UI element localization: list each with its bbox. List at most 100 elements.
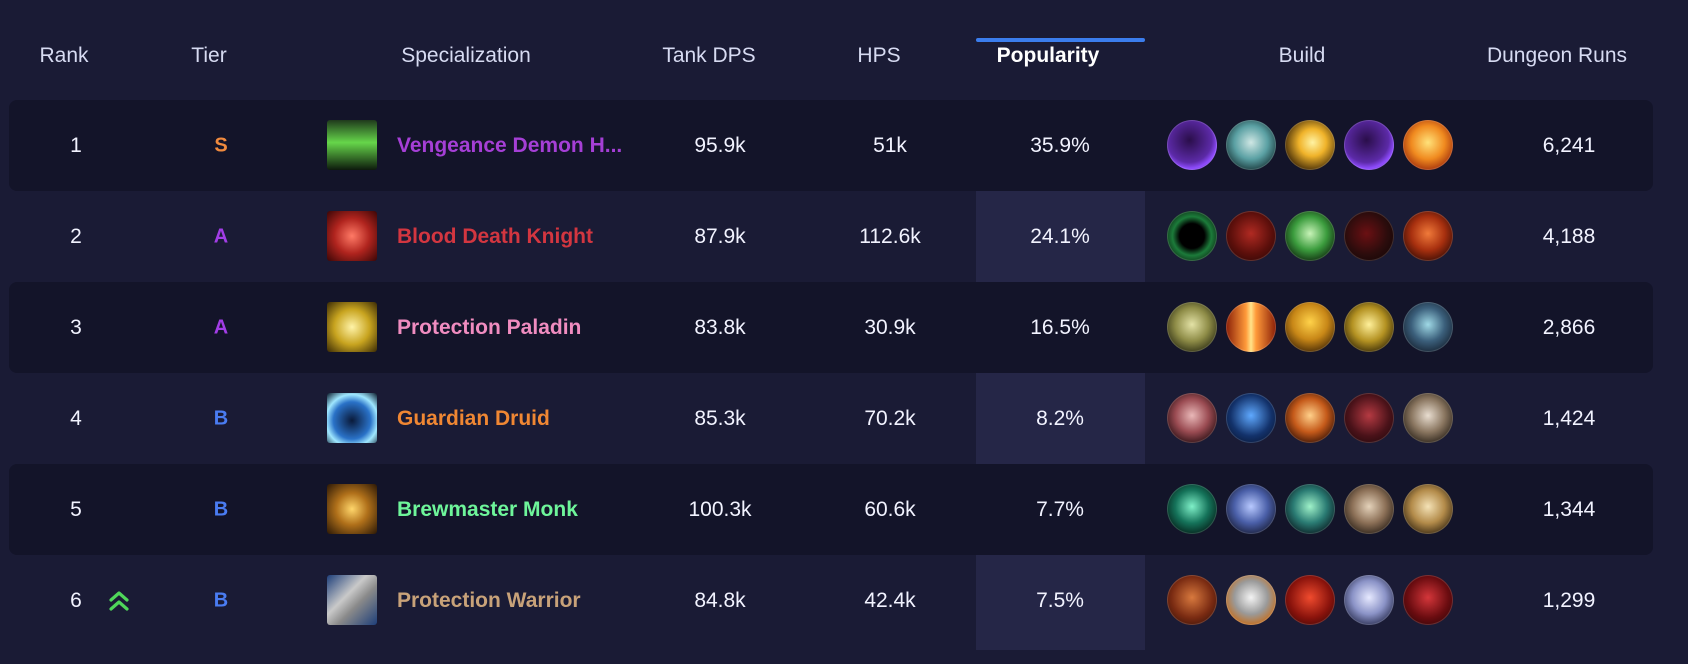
- rank-value: 3: [70, 315, 82, 339]
- spec-name-link[interactable]: Protection Paladin: [397, 315, 582, 339]
- popularity-value: 7.7%: [1036, 497, 1084, 521]
- col-header-build[interactable]: Build: [1278, 44, 1326, 67]
- popularity-value: 24.1%: [1030, 224, 1090, 248]
- tank-dps-value: 83.8k: [694, 315, 746, 339]
- build-talents: [1167, 393, 1453, 445]
- talent-icon[interactable]: [1167, 120, 1217, 170]
- table-row[interactable]: 6 B Protection Warrior 84.8k 42.4k 7.5% …: [9, 555, 1653, 646]
- col-header-tier[interactable]: Tier: [191, 44, 227, 67]
- build-talents: [1167, 120, 1453, 172]
- col-header-specialization[interactable]: Specialization: [401, 44, 531, 67]
- tier-value: A: [213, 316, 229, 338]
- hps-value: 51k: [873, 133, 907, 157]
- talent-icon[interactable]: [1226, 484, 1276, 534]
- col-header-dungeon-runs[interactable]: Dungeon Runs: [1486, 44, 1628, 67]
- blood-death-knight-icon[interactable]: [327, 211, 377, 261]
- talent-icon[interactable]: [1167, 302, 1217, 352]
- dungeon-runs-value: 1,299: [1542, 588, 1596, 612]
- tank-dps-value: 84.8k: [694, 588, 746, 612]
- hps-value: 60.6k: [864, 497, 916, 521]
- tank-dps-value: 100.3k: [688, 497, 752, 521]
- protection-warrior-icon[interactable]: [327, 575, 377, 625]
- hps-value: 42.4k: [864, 588, 916, 612]
- table-row[interactable]: 4 B Guardian Druid 85.3k 70.2k 8.2% 1,42…: [9, 373, 1653, 464]
- popularity-value: 16.5%: [1030, 315, 1090, 339]
- talent-icon[interactable]: [1344, 393, 1394, 443]
- talent-icon[interactable]: [1167, 575, 1217, 625]
- col-header-tank-dps[interactable]: Tank DPS: [662, 44, 756, 67]
- protection-paladin-icon[interactable]: [327, 302, 377, 352]
- rank-value: 1: [70, 133, 82, 157]
- guardian-druid-icon[interactable]: [327, 393, 377, 443]
- dungeon-runs-value: 1,424: [1542, 406, 1596, 430]
- col-header-popularity[interactable]: Popularity: [996, 44, 1100, 67]
- tank-dps-value: 87.9k: [694, 224, 746, 248]
- talent-icon[interactable]: [1285, 484, 1335, 534]
- talent-icon[interactable]: [1344, 302, 1394, 352]
- tier-value: S: [214, 134, 228, 156]
- build-talents: [1167, 484, 1453, 536]
- spec-name-link[interactable]: Protection Warrior: [397, 588, 581, 612]
- talent-icon[interactable]: [1285, 211, 1335, 261]
- talent-icon[interactable]: [1167, 211, 1217, 261]
- talent-icon[interactable]: [1403, 120, 1453, 170]
- dungeon-runs-value: 4,188: [1542, 224, 1596, 248]
- table-row[interactable]: 2 A Blood Death Knight 87.9k 112.6k 24.1…: [9, 191, 1653, 282]
- talent-icon[interactable]: [1344, 211, 1394, 261]
- spec-name-link[interactable]: Guardian Druid: [397, 406, 550, 430]
- hps-value: 70.2k: [864, 406, 916, 430]
- col-header-hps[interactable]: HPS: [857, 44, 901, 67]
- talent-icon[interactable]: [1285, 302, 1335, 352]
- talent-icon[interactable]: [1285, 575, 1335, 625]
- dungeon-runs-value: 1,344: [1542, 497, 1596, 521]
- tank-dps-value: 85.3k: [694, 406, 746, 430]
- table-row[interactable]: 1 S Vengeance Demon H... 95.9k 51k 35.9%…: [9, 100, 1653, 191]
- rank-value: 6: [70, 588, 82, 612]
- talent-icon[interactable]: [1167, 393, 1217, 443]
- talent-icon[interactable]: [1403, 484, 1453, 534]
- talent-icon[interactable]: [1403, 211, 1453, 261]
- rank-up-icon: [109, 590, 129, 611]
- talent-icon[interactable]: [1403, 302, 1453, 352]
- spec-name-link[interactable]: Brewmaster Monk: [397, 497, 578, 521]
- popularity-column-highlight: [976, 100, 1145, 650]
- dungeon-runs-value: 6,241: [1542, 133, 1596, 157]
- talent-icon[interactable]: [1226, 120, 1276, 170]
- table-row[interactable]: 3 A Protection Paladin 83.8k 30.9k 16.5%…: [9, 282, 1653, 373]
- talent-icon[interactable]: [1167, 484, 1217, 534]
- brewmaster-monk-icon[interactable]: [327, 484, 377, 534]
- build-talents: [1167, 211, 1453, 263]
- sort-indicator: [976, 38, 1145, 42]
- rank-value: 5: [70, 497, 82, 521]
- talent-icon[interactable]: [1226, 575, 1276, 625]
- talent-icon[interactable]: [1226, 211, 1276, 261]
- rank-value: 4: [70, 406, 82, 430]
- col-header-rank[interactable]: Rank: [39, 44, 89, 67]
- spec-name-link[interactable]: Vengeance Demon H...: [397, 133, 623, 157]
- table-header: Rank Tier Specialization Tank DPS HPS Po…: [0, 0, 1688, 100]
- popularity-value: 35.9%: [1030, 133, 1090, 157]
- tier-value: B: [213, 589, 229, 611]
- talent-icon[interactable]: [1403, 393, 1453, 443]
- table-row[interactable]: 5 B Brewmaster Monk 100.3k 60.6k 7.7% 1,…: [9, 464, 1653, 555]
- talent-icon[interactable]: [1344, 484, 1394, 534]
- talent-icon[interactable]: [1226, 302, 1276, 352]
- popularity-value: 8.2%: [1036, 406, 1084, 430]
- talent-icon[interactable]: [1344, 120, 1394, 170]
- vengeance-demon-hunter-icon[interactable]: [327, 120, 377, 170]
- build-talents: [1167, 302, 1453, 354]
- talent-icon[interactable]: [1344, 575, 1394, 625]
- spec-name-link[interactable]: Blood Death Knight: [397, 224, 593, 248]
- talent-icon[interactable]: [1285, 120, 1335, 170]
- build-talents: [1167, 575, 1453, 627]
- hps-value: 30.9k: [864, 315, 916, 339]
- rank-value: 2: [70, 224, 82, 248]
- tank-dps-value: 95.9k: [694, 133, 746, 157]
- hps-value: 112.6k: [859, 224, 921, 248]
- popularity-value: 7.5%: [1036, 588, 1084, 612]
- talent-icon[interactable]: [1226, 393, 1276, 443]
- talent-icon[interactable]: [1403, 575, 1453, 625]
- talent-icon[interactable]: [1285, 393, 1335, 443]
- tier-value: B: [213, 498, 229, 520]
